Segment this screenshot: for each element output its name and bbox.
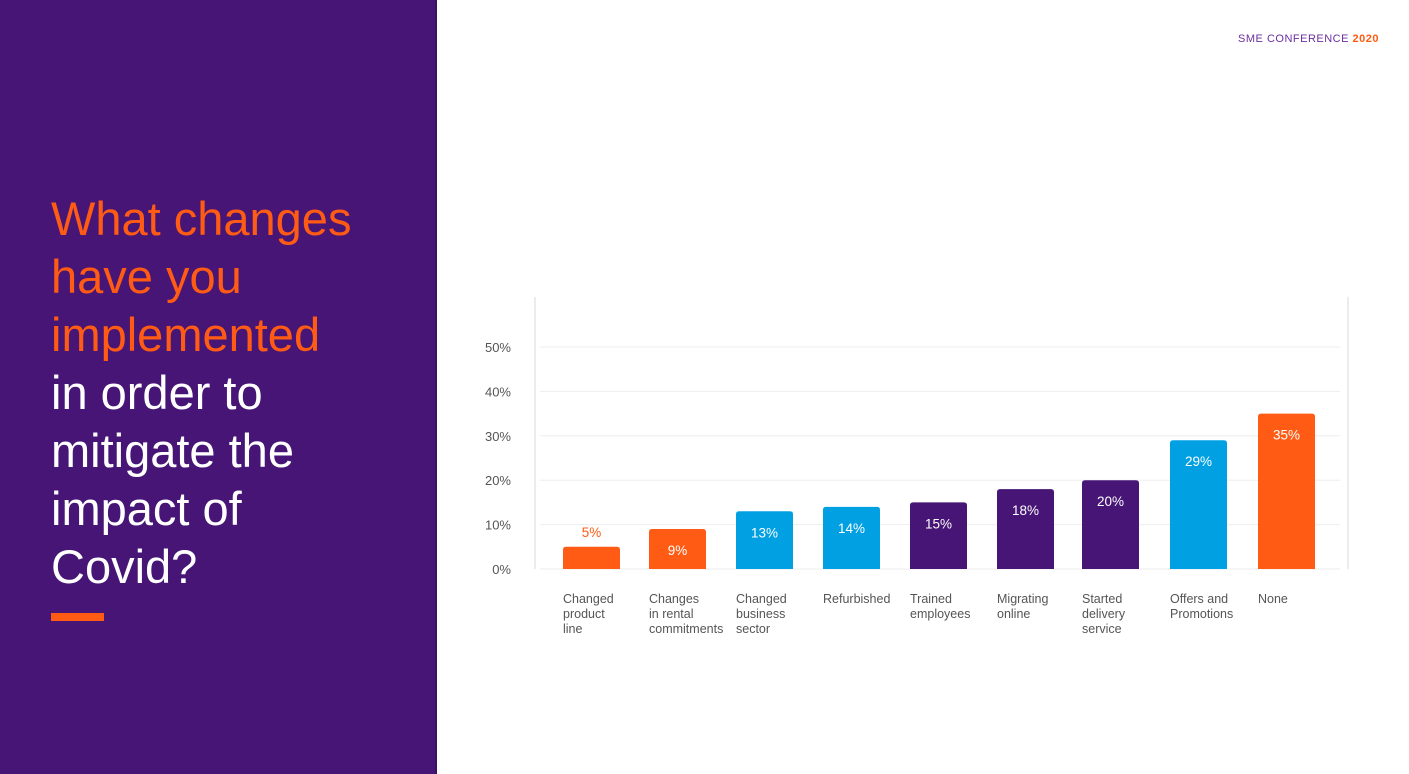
y-tick-label: 10% xyxy=(485,518,511,533)
x-tick-label-line: Promotions xyxy=(1170,607,1234,621)
x-tick-label-line: Changed xyxy=(736,592,787,606)
bar xyxy=(1258,413,1315,569)
title-panel: What changes have you implemented in ord… xyxy=(0,0,437,774)
x-tick-label-line: Migrating xyxy=(997,592,1049,606)
x-tick-label-line: in rental xyxy=(649,607,694,621)
x-tick-label: Changes in rental commitments xyxy=(649,592,739,637)
bar xyxy=(823,506,880,569)
data-label: 18% xyxy=(1012,503,1039,518)
x-tick-label: Started delivery service xyxy=(1082,592,1172,637)
title-line-7: Covid? xyxy=(51,540,198,593)
x-tick-label-line: business xyxy=(736,607,786,621)
data-label: 15% xyxy=(925,516,952,531)
x-tick-label: Migrating online xyxy=(997,592,1087,622)
panel-edge xyxy=(435,0,437,774)
accent-bar xyxy=(51,613,104,621)
y-tick-label: 50% xyxy=(485,340,511,355)
bar xyxy=(1170,440,1227,569)
x-tick-label: None xyxy=(1258,592,1348,607)
x-tick-label-line: line xyxy=(563,622,583,636)
y-tick-label: 0% xyxy=(492,562,511,577)
title-line-5: mitigate the xyxy=(51,424,294,477)
x-tick-label-line: Offers and xyxy=(1170,592,1229,606)
x-tick-label-line: product xyxy=(563,607,605,621)
conference-name: SME CONFERENCE xyxy=(1238,33,1349,45)
x-tick-label-line: sector xyxy=(736,622,771,636)
bar xyxy=(1082,480,1139,569)
data-label: 9% xyxy=(668,543,688,558)
data-label: 35% xyxy=(1273,428,1300,443)
conference-label: SME CONFERENCE 2020 xyxy=(1238,33,1379,45)
bar xyxy=(736,511,793,569)
x-tick-label: Offers and Promotions xyxy=(1170,592,1260,622)
y-tick-label: 20% xyxy=(485,473,511,488)
x-tick-label-line: commitments xyxy=(649,622,724,636)
x-tick-label: Trained employees xyxy=(910,592,1000,622)
conference-year: 2020 xyxy=(1352,33,1379,45)
x-tick-label: Changed business sector xyxy=(736,592,826,637)
data-label: 20% xyxy=(1097,494,1124,509)
x-tick-label-line: online xyxy=(997,607,1031,621)
slide-title: What changes have you implemented in ord… xyxy=(51,190,421,596)
data-label: 5% xyxy=(582,525,602,540)
x-tick-label-line: Refurbished xyxy=(823,592,891,606)
title-line-4: in order to xyxy=(51,366,263,419)
x-tick-label-line: Changes xyxy=(649,592,700,606)
x-tick-label-line: Started xyxy=(1082,592,1123,606)
x-tick-label-line: Trained xyxy=(910,592,952,606)
y-tick-label: 30% xyxy=(485,429,511,444)
bar xyxy=(997,489,1054,569)
x-tick-label: Refurbished xyxy=(823,592,913,607)
x-tick-label-line: employees xyxy=(910,607,971,621)
title-line-6: impact of xyxy=(51,482,242,535)
x-tick-label-line: Changed xyxy=(563,592,614,606)
bar xyxy=(649,529,706,569)
title-line-3: implemented xyxy=(51,308,321,361)
data-label: 13% xyxy=(751,525,778,540)
data-label: 14% xyxy=(838,521,865,536)
x-tick-label: Changed product line xyxy=(563,592,653,637)
bar xyxy=(563,546,620,569)
data-label: 29% xyxy=(1185,454,1212,469)
x-tick-label-line: delivery xyxy=(1082,607,1126,621)
title-line-2: have you xyxy=(51,250,242,303)
y-tick-label: 40% xyxy=(485,384,511,399)
title-line-1: What changes xyxy=(51,192,352,245)
x-tick-label-line: service xyxy=(1082,622,1122,636)
x-tick-label-line: None xyxy=(1258,592,1288,606)
bar xyxy=(910,502,967,569)
